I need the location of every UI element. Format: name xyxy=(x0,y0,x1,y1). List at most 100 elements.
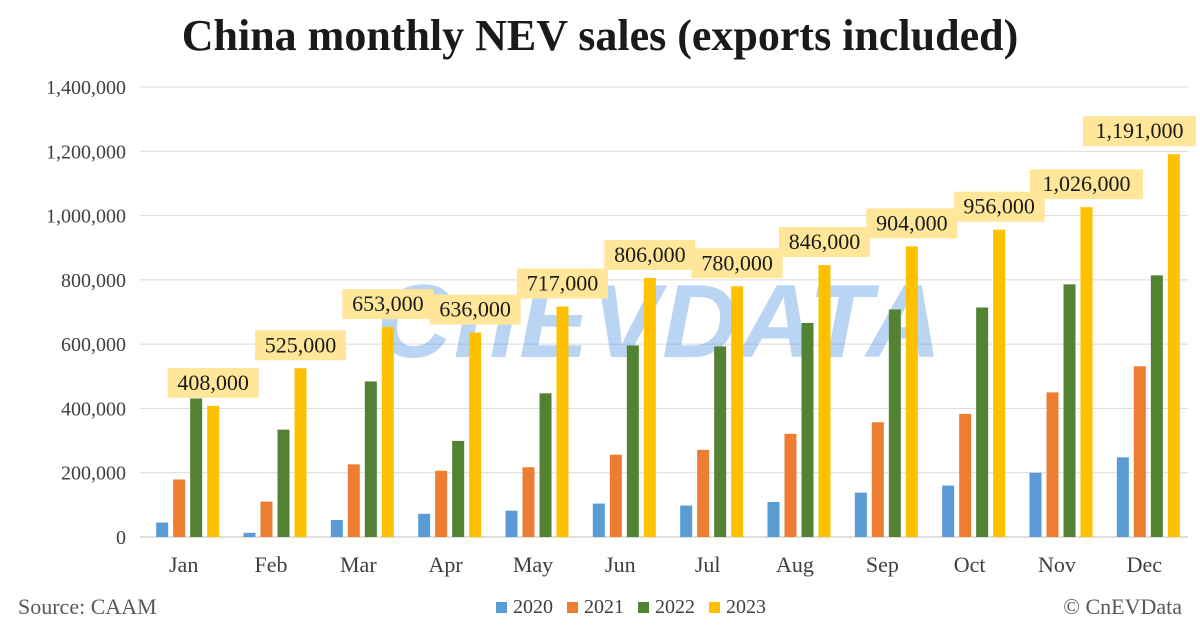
bar-2022-jun xyxy=(626,345,639,537)
data-label: 780,000 xyxy=(691,248,783,279)
source-note: Source: CAAM xyxy=(18,594,157,619)
bar-2020-jul xyxy=(680,505,693,537)
y-tick-label: 200,000 xyxy=(61,463,126,485)
data-label-text: 806,000 xyxy=(614,242,686,267)
data-label-background xyxy=(953,191,1045,222)
chart-title: China monthly NEV sales (exports include… xyxy=(181,11,1019,60)
legend-label: 2021 xyxy=(584,596,624,618)
bar-2023-jun xyxy=(643,277,656,537)
data-label-text: 717,000 xyxy=(527,271,599,296)
x-category-label: Nov xyxy=(1038,552,1076,577)
bar-2020-may xyxy=(505,510,518,537)
bar-2022-sep xyxy=(888,309,901,537)
data-label: 1,191,000 xyxy=(1083,116,1196,147)
bar-2023-jan xyxy=(207,405,220,537)
legend-swatch xyxy=(496,602,507,613)
data-label-background xyxy=(342,289,434,320)
x-category-label: Feb xyxy=(255,552,288,577)
bar-2021-may xyxy=(522,467,535,537)
data-label-background xyxy=(604,239,696,270)
x-category-label: Jul xyxy=(695,552,721,577)
legend-swatch xyxy=(638,602,649,613)
data-label-background xyxy=(866,208,958,239)
bar-2023-mar xyxy=(381,327,394,537)
data-label-background xyxy=(691,248,783,279)
data-label-background xyxy=(429,294,521,325)
data-labels: 408,000 525,000 653,000 636,000 717,000 806,0… xyxy=(167,116,1196,398)
bar-2023-nov xyxy=(1080,207,1093,537)
data-label: 1,026,000 xyxy=(1030,169,1143,200)
x-category-label: Sep xyxy=(866,552,899,577)
bar-2022-apr xyxy=(452,440,465,537)
bar-2020-jun xyxy=(592,503,605,537)
bars xyxy=(156,154,1180,537)
data-label-background xyxy=(517,268,608,299)
legend-item-2023: 2023 xyxy=(709,596,766,619)
bar-2023-dec xyxy=(1167,154,1180,537)
bar-2022-may xyxy=(539,393,552,537)
data-label: 653,000 xyxy=(342,289,434,320)
bar-2023-may xyxy=(556,306,569,537)
bar-2023-sep xyxy=(905,246,918,537)
data-label: 408,000 xyxy=(167,367,259,398)
data-label: 636,000 xyxy=(429,294,521,325)
y-tick-label: 0 xyxy=(116,527,126,549)
bar-2022-nov xyxy=(1063,284,1076,537)
legend-item-2021: 2021 xyxy=(567,596,624,619)
bar-2020-jan xyxy=(156,522,169,537)
bar-2023-jul xyxy=(731,286,744,537)
y-axis-ticks: 0 200,000 400,000 600,000 800,000 1,000,000 1,… xyxy=(46,77,126,549)
bar-2023-aug xyxy=(818,265,831,537)
legend-label: 2023 xyxy=(726,596,766,618)
data-label-text: 956,000 xyxy=(963,194,1035,219)
legend-item-2022: 2022 xyxy=(638,596,695,619)
data-label: 525,000 xyxy=(255,330,346,361)
y-tick-label: 1,000,000 xyxy=(46,206,126,228)
bar-2021-oct xyxy=(959,413,972,537)
data-label-text: 525,000 xyxy=(265,332,337,357)
bar-2020-apr xyxy=(418,513,431,537)
data-label-background xyxy=(1083,116,1196,147)
bar-2021-mar xyxy=(347,464,360,537)
legend-item-2020: 2020 xyxy=(496,596,553,619)
bar-2022-oct xyxy=(976,307,989,537)
bar-2022-jan xyxy=(190,398,203,537)
bar-2020-mar xyxy=(330,519,343,537)
bar-2022-feb xyxy=(277,429,290,537)
data-label-text: 780,000 xyxy=(701,250,773,275)
data-label: 846,000 xyxy=(779,227,870,258)
bar-2020-nov xyxy=(1029,472,1042,537)
bar-2022-mar xyxy=(364,381,377,537)
bar-2020-sep xyxy=(854,492,867,537)
bar-2020-dec xyxy=(1116,457,1129,537)
bar-2023-apr xyxy=(469,332,482,537)
x-category-label: Jun xyxy=(605,552,636,577)
legend-label: 2022 xyxy=(655,596,695,618)
legend-label: 2020 xyxy=(513,596,553,618)
data-label-background xyxy=(779,227,870,258)
data-label: 956,000 xyxy=(953,191,1045,222)
x-category-label: May xyxy=(513,552,553,577)
x-category-label: Apr xyxy=(429,552,464,577)
data-label-background xyxy=(1030,169,1143,200)
bar-2020-oct xyxy=(942,485,955,537)
bar-2021-nov xyxy=(1046,392,1059,537)
y-tick-label: 600,000 xyxy=(61,334,126,356)
x-category-label: Aug xyxy=(776,552,814,577)
bar-2020-feb xyxy=(243,532,256,537)
data-label-text: 1,026,000 xyxy=(1043,171,1131,196)
bar-2021-aug xyxy=(784,433,797,537)
data-label: 806,000 xyxy=(604,239,696,270)
bar-2022-dec xyxy=(1150,275,1163,537)
bar-2022-aug xyxy=(801,322,814,537)
data-label-text: 653,000 xyxy=(352,291,424,316)
legend-swatch xyxy=(709,602,720,613)
data-label-text: 904,000 xyxy=(876,210,948,235)
bar-2021-feb xyxy=(260,501,273,537)
y-tick-label: 800,000 xyxy=(61,270,126,292)
bar-2021-sep xyxy=(871,422,884,537)
legend: 2020 2021 2022 2023 xyxy=(496,596,766,619)
x-axis-categories: Jan Feb Mar Apr May Jun Jul Aug Sep Oct Nov Dec xyxy=(169,552,1162,577)
x-category-label: Mar xyxy=(340,552,377,577)
